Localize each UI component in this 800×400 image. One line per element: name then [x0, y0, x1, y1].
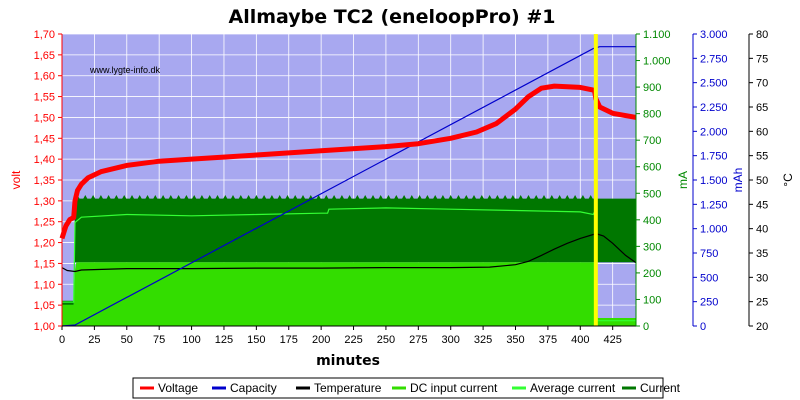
legend-item: Capacity	[230, 381, 277, 395]
volt-tick-label: 1,15	[34, 258, 55, 270]
series-dc-input-current	[62, 262, 636, 326]
mah-tick-label: 3.000	[700, 29, 728, 41]
legend: Voltage Capacity Temperature DC input curre…	[132, 377, 681, 399]
mah-tick-label: 750	[700, 248, 718, 260]
volt-tick-label: 1,20	[34, 238, 55, 250]
volt-axis-label: volt	[9, 170, 23, 189]
volt-tick-label: 1,45	[34, 133, 55, 145]
temp-tick-label: 75	[756, 53, 768, 65]
mah-tick-label: 2.750	[700, 53, 728, 65]
volt-tick-label: 1,00	[34, 321, 55, 333]
x-tick-label: 50	[121, 334, 133, 346]
legend-item: Voltage	[158, 381, 198, 395]
temp-tick-label: 80	[756, 29, 768, 41]
volt-tick-label: 1,30	[34, 196, 55, 208]
temp-tick-label: 50	[756, 175, 768, 187]
x-tick-label: 250	[377, 334, 395, 346]
series-current-ripple	[73, 194, 596, 205]
mah-axis-label: mAh	[731, 168, 745, 193]
ma-tick-label: 500	[643, 188, 661, 200]
ma-tick-label: 800	[643, 109, 661, 121]
x-tick-label: 150	[247, 334, 265, 346]
ma-tick-label: 100	[643, 294, 661, 306]
mah-tick-label: 2.000	[700, 126, 728, 138]
x-tick-label: 75	[153, 334, 165, 346]
series-voltage	[59, 83, 637, 240]
x-tick-label: 0	[59, 334, 65, 346]
ma-tick-label: 700	[643, 135, 661, 147]
x-tick-label: 325	[474, 334, 492, 346]
ma-tick-label: 1.100	[643, 29, 671, 41]
legend-item: Current	[640, 381, 681, 395]
temp-tick-label: 65	[756, 102, 768, 114]
x-tick-label: 225	[344, 334, 362, 346]
mah-tick-label: 250	[700, 297, 718, 309]
legend-item: DC input current	[410, 381, 498, 395]
volt-tick-label: 1,70	[34, 29, 55, 41]
ma-tick-label: 300	[643, 241, 661, 253]
x-tick-label: 100	[182, 334, 200, 346]
watermark: www.lygte-info.dk	[89, 65, 161, 75]
x-tick-label: 400	[571, 334, 589, 346]
x-tick-label: 25	[88, 334, 100, 346]
temp-tick-label: 70	[756, 78, 768, 90]
x-tick-label: 125	[215, 334, 233, 346]
volt-tick-label: 1,65	[34, 50, 55, 62]
series-current	[62, 198, 636, 308]
x-tick-label: 350	[506, 334, 524, 346]
legend-item: Temperature	[314, 381, 382, 395]
volt-tick-label: 1,50	[34, 112, 55, 124]
volt-tick-label: 1,25	[34, 217, 55, 229]
ma-tick-label: 900	[643, 82, 661, 94]
mah-tick-label: 500	[700, 272, 718, 284]
ma-tick-label: 600	[643, 162, 661, 174]
series-average-current	[62, 207, 636, 322]
volt-tick-label: 1,05	[34, 300, 55, 312]
volt-tick-label: 1,35	[34, 175, 55, 187]
ma-tick-label: 0	[643, 321, 649, 333]
mah-tick-label: 0	[700, 321, 706, 333]
volt-tick-label: 1,40	[34, 154, 55, 166]
temp-tick-label: 20	[756, 321, 768, 333]
temp-tick-label: 60	[756, 126, 768, 138]
mah-tick-label: 1.250	[700, 199, 728, 211]
x-tick-label: 275	[409, 334, 427, 346]
mah-tick-label: 1.000	[700, 224, 728, 236]
volt-tick-label: 1,60	[34, 71, 55, 83]
mah-tick-label: 2.250	[700, 102, 728, 114]
temp-tick-label: 25	[756, 297, 768, 309]
x-tick-label: 300	[442, 334, 460, 346]
volt-tick-label: 1,55	[34, 92, 55, 104]
temp-tick-label: 30	[756, 272, 768, 284]
ma-tick-label: 200	[643, 268, 661, 280]
x-tick-label: 375	[539, 334, 557, 346]
series-temperature	[61, 232, 637, 273]
ma-tick-label: 1.000	[643, 56, 671, 68]
mah-tick-label: 1.750	[700, 151, 728, 163]
temp-tick-label: 45	[756, 199, 768, 211]
ma-tick-label: 400	[643, 215, 661, 227]
volt-tick-label: 1,10	[34, 279, 55, 291]
mah-tick-label: 2.500	[700, 78, 728, 90]
x-axis-label: minutes	[316, 353, 380, 369]
x-tick-label: 175	[280, 334, 298, 346]
temp-tick-label: 55	[756, 151, 768, 163]
x-tick-label: 200	[312, 334, 330, 346]
temp-tick-label: 35	[756, 248, 768, 260]
series-capacity	[61, 46, 636, 327]
ma-axis-label: mA	[676, 171, 690, 189]
chart-title: Allmaybe TC2 (eneloopPro) #1	[229, 6, 556, 28]
legend-item: Average current	[530, 381, 616, 395]
x-tick-label: 425	[603, 334, 621, 346]
mah-tick-label: 1.500	[700, 175, 728, 187]
temp-axis-label: °C	[781, 173, 795, 187]
temp-tick-label: 40	[756, 224, 768, 236]
